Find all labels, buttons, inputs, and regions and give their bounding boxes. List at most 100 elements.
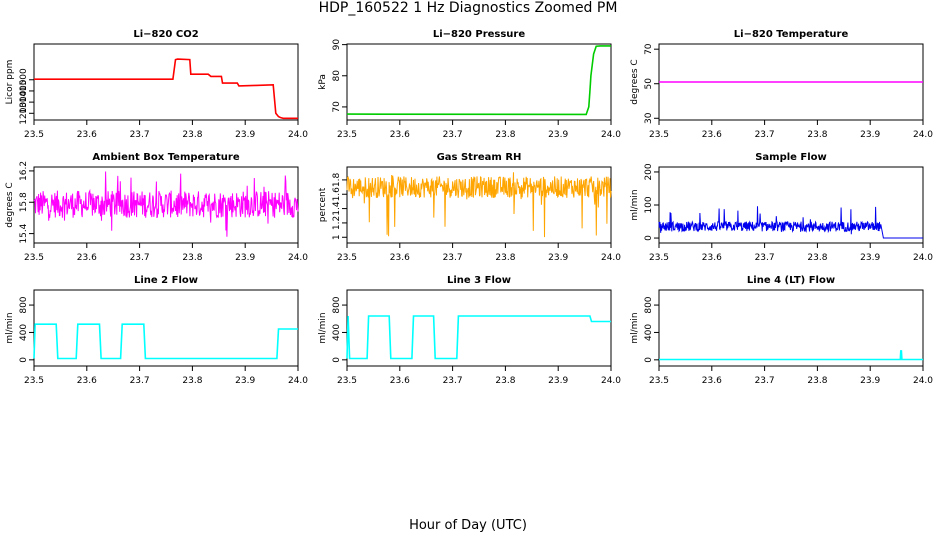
x-tick-label: 23.9 bbox=[548, 130, 568, 140]
panel-6: Sample Flow 23.5 23.6 23.7 23.8 23.9 24.0 0 100 2… bbox=[630, 152, 933, 263]
x-tick-label: 23.6 bbox=[77, 253, 97, 263]
x-tick-label: 23.9 bbox=[235, 130, 255, 140]
y-tick-label: 1500 bbox=[19, 68, 29, 91]
x-tick-label: 23.7 bbox=[130, 130, 150, 140]
y-tick-label: 0 bbox=[644, 235, 654, 241]
y-tick-label: 400 bbox=[332, 324, 342, 341]
y-tick-label: 1.6 bbox=[332, 187, 342, 202]
panel-9: Line 4 (LT) Flow 23.5 23.6 23.7 23.8 23.9 24.0… bbox=[630, 275, 933, 386]
x-tick-label: 23.7 bbox=[443, 376, 463, 386]
panel-title: Line 3 Flow bbox=[447, 275, 511, 286]
x-tick-label: 23.5 bbox=[337, 253, 357, 263]
panel-title: Gas Stream RH bbox=[437, 152, 522, 163]
x-tick-label: 23.9 bbox=[860, 253, 880, 263]
y-axis-label: ml/min bbox=[318, 312, 328, 343]
panel-2: Li−820 Pressure 23.5 23.6 23.7 23.8 23.9 24.0 7… bbox=[318, 29, 621, 140]
x-tick-label: 24.0 bbox=[913, 253, 933, 263]
panel-title: Ambient Box Temperature bbox=[92, 152, 239, 163]
x-tick-label: 23.7 bbox=[755, 253, 775, 263]
plot-frame bbox=[658, 289, 924, 367]
plot-frame bbox=[33, 289, 299, 367]
x-tick-label: 23.5 bbox=[24, 130, 44, 140]
x-tick-label: 23.9 bbox=[548, 253, 568, 263]
x-tick-label: 23.8 bbox=[495, 376, 515, 386]
x-tick-label: 24.0 bbox=[288, 376, 308, 386]
x-tick-label: 23.6 bbox=[390, 130, 410, 140]
y-axis-label: ml/min bbox=[630, 189, 640, 220]
x-tick-label: 23.9 bbox=[860, 130, 880, 140]
x-tick-label: 23.8 bbox=[807, 376, 827, 386]
panel-title: Li−820 Pressure bbox=[433, 29, 526, 40]
y-tick-label: 30 bbox=[644, 112, 654, 124]
y-tick-label: 400 bbox=[19, 324, 29, 341]
x-tick-label: 23.9 bbox=[235, 376, 255, 386]
y-tick-label: 0 bbox=[19, 357, 29, 363]
y-tick-label: 50 bbox=[644, 78, 654, 90]
y-tick-label: 15.8 bbox=[19, 192, 29, 212]
x-tick-label: 24.0 bbox=[913, 376, 933, 386]
x-tick-label: 23.7 bbox=[443, 253, 463, 263]
x-tick-label: 23.5 bbox=[24, 253, 44, 263]
x-tick-label: 23.8 bbox=[807, 253, 827, 263]
y-tick-label: 70 bbox=[332, 101, 342, 113]
panel-title: Line 4 (LT) Flow bbox=[747, 275, 835, 286]
x-tick-label: 23.6 bbox=[702, 130, 722, 140]
x-tick-label: 23.6 bbox=[390, 253, 410, 263]
x-tick-label: 23.9 bbox=[860, 376, 880, 386]
y-axis-label: degrees C bbox=[630, 59, 640, 104]
panel-title: Line 2 Flow bbox=[134, 275, 198, 286]
y-tick-label: 15.4 bbox=[19, 223, 29, 243]
y-tick-label: 800 bbox=[19, 296, 29, 313]
plot-frame bbox=[33, 166, 299, 244]
panel-title: Sample Flow bbox=[755, 152, 827, 163]
x-tick-label: 23.6 bbox=[390, 376, 410, 386]
x-tick-label: 23.7 bbox=[755, 376, 775, 386]
x-tick-label: 24.0 bbox=[601, 376, 621, 386]
x-tick-label: 24.0 bbox=[288, 130, 308, 140]
y-tick-label: 70 bbox=[644, 43, 654, 55]
x-tick-label: 23.5 bbox=[649, 253, 669, 263]
x-tick-label: 24.0 bbox=[601, 253, 621, 263]
y-tick-label: 1.8 bbox=[332, 172, 342, 187]
y-tick-label: 1.4 bbox=[332, 201, 342, 216]
x-tick-label: 23.6 bbox=[702, 253, 722, 263]
x-tick-label: 23.8 bbox=[807, 130, 827, 140]
x-tick-label: 23.8 bbox=[495, 253, 515, 263]
data-series-line bbox=[346, 45, 611, 116]
x-axis-title: Hour of Day (UTC) bbox=[409, 518, 527, 533]
data-series-line bbox=[346, 315, 611, 360]
x-tick-label: 23.9 bbox=[235, 253, 255, 263]
panel-4: Ambient Box Temperature 23.5 23.6 23.7 23.8 2… bbox=[5, 152, 308, 263]
panel-5: Gas Stream RH 23.5 23.6 23.7 23.8 23.9 24.0 1 1.… bbox=[318, 152, 621, 263]
panel-title: Li−820 CO2 bbox=[133, 29, 198, 40]
x-tick-label: 23.7 bbox=[755, 130, 775, 140]
data-series-line bbox=[33, 323, 298, 360]
y-tick-label: 80 bbox=[332, 70, 342, 82]
data-series-line bbox=[659, 350, 923, 361]
y-axis-label: ml/min bbox=[5, 312, 15, 343]
data-series-line bbox=[34, 58, 298, 120]
y-tick-label: 1300 bbox=[19, 90, 29, 113]
panel-7: Line 2 Flow 23.5 23.6 23.7 23.8 23.9 24.0 0 400 8… bbox=[5, 275, 308, 386]
x-tick-label: 24.0 bbox=[601, 130, 621, 140]
x-tick-label: 23.5 bbox=[337, 130, 357, 140]
x-tick-label: 23.7 bbox=[130, 253, 150, 263]
panel-8: Line 3 Flow 23.5 23.6 23.7 23.8 23.9 24.0 0 400 8… bbox=[318, 275, 621, 386]
y-tick-label: 1200 bbox=[19, 102, 29, 125]
y-axis-label: percent bbox=[318, 187, 328, 222]
x-tick-label: 23.5 bbox=[337, 376, 357, 386]
y-tick-label: 200 bbox=[644, 163, 654, 180]
x-tick-label: 24.0 bbox=[288, 253, 308, 263]
x-tick-label: 24.0 bbox=[913, 130, 933, 140]
x-tick-label: 23.7 bbox=[130, 376, 150, 386]
y-axis-label: ml/min bbox=[630, 312, 640, 343]
x-tick-label: 23.9 bbox=[548, 376, 568, 386]
y-tick-label: 1400 bbox=[19, 79, 29, 102]
x-tick-label: 23.8 bbox=[495, 130, 515, 140]
x-tick-label: 23.5 bbox=[649, 130, 669, 140]
y-tick-label: 0 bbox=[644, 357, 654, 363]
x-tick-label: 23.8 bbox=[182, 130, 202, 140]
y-tick-label: 1 bbox=[332, 234, 342, 240]
y-tick-label: 0 bbox=[332, 357, 342, 363]
